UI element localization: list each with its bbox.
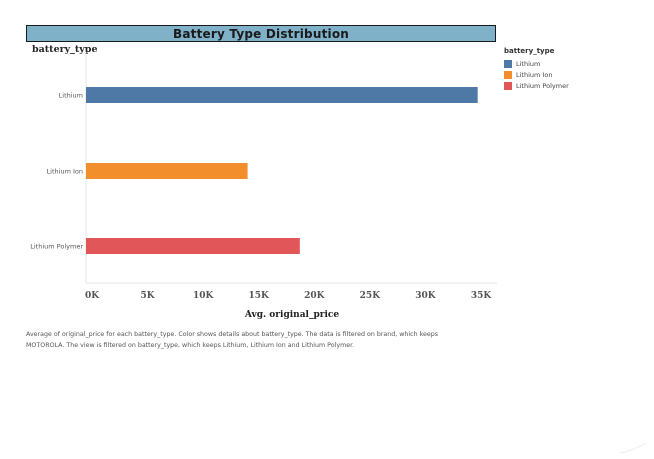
chart-caption: Average of original_price for each batte… bbox=[26, 331, 439, 349]
x-axis-title: Avg. original_price bbox=[244, 310, 340, 320]
chart-title-bar: Battery Type Distribution bbox=[26, 25, 496, 42]
category-label: Lithium bbox=[59, 92, 83, 100]
legend-item[interactable]: Lithium bbox=[504, 58, 569, 69]
legend-swatch bbox=[504, 59, 512, 68]
x-tick-label: 15K bbox=[249, 291, 271, 301]
x-tick-label: 5K bbox=[141, 291, 156, 301]
x-tick-label: 0K bbox=[85, 291, 100, 301]
legend-item[interactable]: Lithium Polymer bbox=[504, 80, 569, 91]
legend-item[interactable]: Lithium Ion bbox=[504, 69, 569, 80]
bar-lithium bbox=[86, 87, 478, 103]
x-tick-label: 35K bbox=[471, 291, 493, 301]
legend-label: Lithium Polymer bbox=[516, 81, 569, 90]
corner-decoration bbox=[619, 442, 647, 454]
category-label: Lithium Polymer bbox=[30, 243, 83, 251]
legend-label: Lithium Ion bbox=[516, 70, 553, 79]
x-tick-label: 10K bbox=[193, 291, 215, 301]
category-label: Lithium Ion bbox=[47, 168, 83, 176]
legend-title: battery_type bbox=[504, 47, 555, 55]
legend: battery_type Lithium Lithium Ion Lithium P… bbox=[504, 47, 569, 91]
bar-lithium-ion bbox=[86, 163, 248, 179]
x-tick-label: 20K bbox=[304, 291, 326, 301]
legend-label: Lithium bbox=[516, 59, 541, 68]
x-tick-label: 25K bbox=[360, 291, 382, 301]
chart-title: Battery Type Distribution bbox=[172, 26, 350, 41]
x-tick-label: 30K bbox=[415, 291, 437, 301]
row-header: battery_type bbox=[32, 44, 98, 55]
bar-lithium-polymer bbox=[86, 238, 300, 254]
legend-swatch bbox=[504, 70, 512, 79]
legend-swatch bbox=[504, 81, 512, 90]
